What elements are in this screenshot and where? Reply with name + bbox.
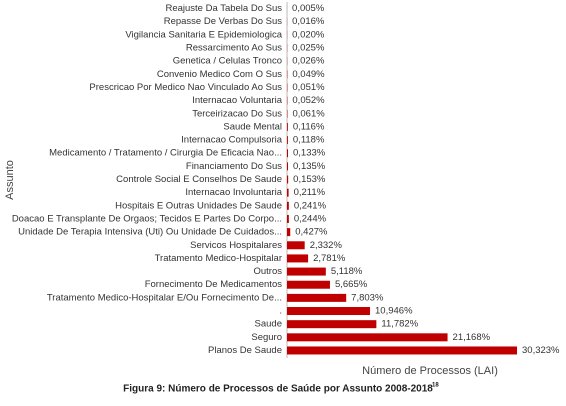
bar [287,136,288,144]
bar [287,189,289,197]
y-tick-label: Controle Social E Conselhos De Saude [116,174,282,185]
y-tick-label: Convenio Medico Com O Sus [157,69,282,80]
y-tick-label: Prescricao Por Medico Nao Vinculado Ao S… [89,82,282,93]
caption: Figura 9: Número de Processos de Saúde p… [123,384,433,395]
value-label: 0,051% [292,82,325,93]
y-tick-label: Saude [255,319,282,330]
y-tick-label: Outros [253,266,282,277]
bar [287,346,517,354]
bar [287,123,288,131]
y-tick-label: Internacao Involuntaria [185,187,282,198]
value-label: 0,211% [294,187,326,198]
y-tick-label: Servicos Hospitalares [190,240,282,251]
value-label: 0,061% [292,108,325,119]
value-label: 5,118% [331,266,363,277]
y-tick-label: Medicamento / Tratamento / Cirurgia De E… [49,148,282,159]
value-label: 11,782% [381,319,418,330]
y-tick-label: Financiamento Do Sus [186,161,282,172]
value-label: 30,323% [522,345,560,356]
y-tick-label: Tratamento Medico-Hospitalar E/Ou Fornec… [47,292,282,303]
y-tick-label: Reajuste Da Tabela Do Sus [165,3,282,14]
y-tick-label: Fornecimento De Medicamentos [145,279,283,290]
bar [287,333,448,341]
bar [287,202,289,210]
value-label: 0,020% [292,29,325,40]
bar [287,162,288,170]
value-label: 0,049% [292,69,325,80]
value-label: 0,133% [293,148,326,159]
bar [287,176,288,184]
value-label: 0,118% [293,135,325,146]
value-label: 0,005% [292,3,325,14]
bar [287,149,288,157]
value-label: 0,241% [294,200,327,211]
y-tick-label: Terceirizacao Do Sus [192,108,282,119]
y-axis-title: Assunto [4,160,16,200]
caption-note: 18 [432,383,439,389]
bar [287,320,376,328]
bar [287,228,290,236]
value-label: 7,803% [351,292,384,303]
y-tick-label: Repasse De Verbas Do Sus [164,16,283,27]
y-tick-label: Planos De Saude [208,345,282,356]
y-tick-label: Internacao Compulsoria [181,135,283,146]
y-tick-label: Hospitais E Outras Unidades De Saude [115,200,282,211]
y-tick-label: Saude Mental [223,121,282,132]
value-label: 0,025% [292,43,325,54]
y-tick-label: . [279,306,282,317]
y-tick-label: Doacao E Transplante De Orgaos; Tecidos … [12,213,282,224]
y-tick-label: Ressarcimento Ao Sus [186,43,282,54]
value-label: 0,052% [292,95,325,106]
y-tick-label: Seguro [251,332,282,343]
value-label: 5,665% [335,279,368,290]
value-label: 0,153% [293,174,326,185]
value-label: 0,427% [295,227,328,238]
value-label: 0,116% [293,121,325,132]
x-axis-title: Número de Processos (LAI) [362,365,498,377]
value-label: 10,946% [375,306,413,317]
y-tick-label: Unidade De Terapia Intensiva (Uti) Ou Un… [18,227,282,238]
value-label: 0,135% [293,161,326,172]
value-label: 2,332% [310,240,343,251]
value-label: 2,781% [313,253,346,264]
value-label: 0,244% [294,213,327,224]
bar [287,294,346,302]
bar [287,307,370,315]
value-label: 0,026% [292,56,325,67]
bar [287,281,330,289]
bar [287,241,305,249]
y-tick-label: Tratamento Medico-Hospitalar [155,253,282,264]
value-label: 0,016% [292,16,325,27]
bar [287,215,289,223]
y-tick-label: Internacao Voluntaria [192,95,283,106]
bar [287,254,308,262]
bar [287,268,326,276]
y-tick-label: Vigilancia Sanitaria E Epidemiologica [125,29,282,40]
y-tick-label: Genetica / Celulas Tronco [173,56,282,67]
value-label: 21,168% [453,332,491,343]
